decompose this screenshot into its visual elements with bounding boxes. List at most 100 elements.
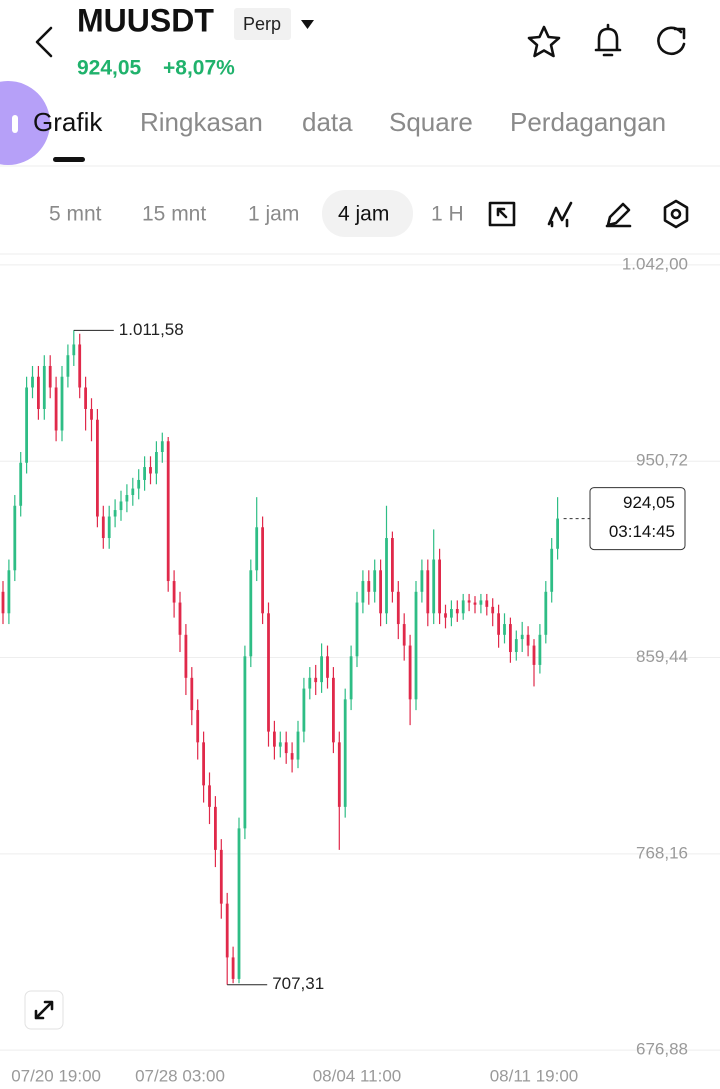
interval[interactable]: 5 mnt — [49, 203, 102, 226]
candle-body — [314, 677, 318, 683]
interval[interactable]: 1 jam — [248, 203, 299, 226]
alert-icon[interactable] — [594, 23, 622, 57]
y-tick-label: 950,72 — [636, 451, 688, 470]
y-tick-label: 768,16 — [636, 843, 688, 862]
candle-body — [243, 656, 247, 829]
candle-body — [90, 408, 93, 420]
candle-body — [349, 656, 353, 700]
tab[interactable]: Ringkasan — [140, 107, 263, 137]
floating-button[interactable] — [0, 81, 50, 165]
chart: 1.042,00 950,72 859,44 768,16 676,88 07/20 19… — [0, 254, 720, 1085]
candle-body — [497, 613, 500, 635]
candle-body — [219, 849, 223, 904]
badge-bg — [234, 8, 291, 40]
candle-body — [7, 570, 11, 614]
candle-body — [479, 600, 483, 605]
y-tick-label: 859,44 — [636, 647, 688, 666]
tab[interactable]: data — [302, 107, 353, 137]
candle-body — [408, 645, 412, 700]
candle-body — [255, 527, 259, 571]
tool-fullscreen[interactable] — [488, 201, 516, 227]
candle-body — [208, 785, 211, 807]
candle-body — [267, 613, 270, 732]
candle-body — [444, 613, 447, 618]
share-icon[interactable] — [657, 26, 686, 56]
favorite-icon[interactable] — [527, 25, 561, 58]
candle-body — [96, 419, 99, 517]
chart-tools — [488, 199, 689, 229]
high-label: 1.011,58 — [119, 320, 184, 339]
candle-body — [438, 559, 441, 614]
candle-body — [379, 570, 382, 614]
candle-body — [202, 742, 205, 786]
symbol: MUUSDT — [77, 2, 214, 38]
candle-body — [125, 495, 129, 502]
candle-body — [19, 462, 23, 506]
candle-body — [78, 344, 82, 388]
candle-body — [72, 344, 76, 356]
candle-body — [261, 527, 264, 614]
candle-body — [131, 488, 135, 496]
candle-body — [160, 441, 164, 453]
candle-body — [172, 581, 176, 603]
tool-indicators[interactable] — [547, 201, 573, 228]
candle-body — [450, 609, 453, 618]
candle-body — [42, 365, 46, 409]
candle-body — [37, 376, 40, 409]
back-button[interactable] — [35, 26, 53, 58]
candle-body — [137, 479, 141, 489]
tab[interactable]: Grafik — [33, 107, 103, 137]
candle-body — [190, 677, 194, 711]
candle-body — [432, 559, 436, 614]
tab[interactable]: Square — [389, 107, 473, 137]
candle-body — [556, 518, 559, 549]
candle-body — [467, 600, 471, 603]
candle-body — [25, 387, 28, 463]
candle-body — [485, 600, 489, 607]
dropdown[interactable] — [301, 20, 314, 29]
candle-body — [1, 591, 5, 614]
last-price-box — [589, 487, 686, 551]
candle-body — [273, 731, 276, 747]
candle-body — [461, 600, 465, 614]
candle-body — [355, 602, 359, 657]
candle-body — [532, 645, 536, 665]
tool-draw[interactable] — [605, 202, 632, 228]
candle-body — [473, 602, 477, 605]
candle-body — [84, 387, 87, 409]
expand-icon — [34, 1000, 54, 1020]
candle-body — [396, 591, 400, 625]
candle-body — [113, 510, 117, 517]
price: 924,05 — [77, 57, 142, 80]
candle-body — [526, 634, 530, 646]
tab-underline — [53, 157, 85, 162]
interval[interactable]: 1 H — [431, 203, 464, 226]
candle-body — [538, 634, 542, 665]
candle-body — [48, 365, 52, 388]
candle-body — [320, 656, 323, 683]
interval[interactable]: 15 mnt — [142, 203, 206, 226]
candle-body — [290, 753, 294, 760]
candle-body — [196, 710, 200, 743]
change: +8,07% — [163, 57, 235, 80]
candle-body — [214, 806, 217, 850]
candle-body — [544, 591, 548, 635]
candle-body — [143, 467, 146, 480]
y-tick-label: 1.042,00 — [622, 254, 688, 273]
candle-body — [402, 624, 406, 646]
x-tick-label: 07/20 19:00 — [11, 1066, 101, 1085]
candle-body — [284, 742, 288, 754]
candle-body — [420, 570, 424, 592]
interval[interactable]: 4 jam — [338, 203, 389, 226]
candle-body — [326, 656, 329, 678]
candle-body — [367, 581, 371, 592]
tool-settings[interactable] — [663, 199, 689, 229]
candle-body — [391, 538, 394, 592]
candle-body — [166, 441, 170, 582]
candle-body — [66, 355, 70, 377]
candle-body — [373, 570, 377, 592]
tab[interactable]: Perdagangan — [510, 107, 666, 137]
last-price-label: 924,05 — [623, 493, 675, 512]
